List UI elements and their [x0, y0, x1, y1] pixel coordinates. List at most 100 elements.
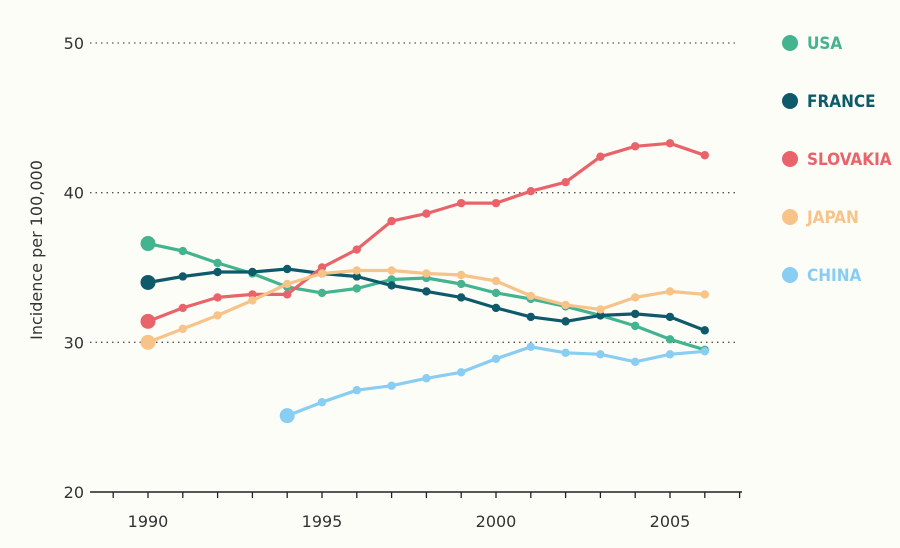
data-point-china-2002	[561, 348, 570, 358]
data-point-china-2005	[665, 350, 675, 359]
data-point-slovakia-1991	[178, 303, 187, 313]
x-tick-label-1995: 1995	[302, 512, 343, 531]
data-point-usa-1991	[178, 246, 187, 256]
legend-label-japan: JAPAN	[806, 208, 859, 228]
data-point-slovakia-1993	[248, 290, 257, 299]
data-point-usa-1997	[387, 275, 396, 284]
data-point-usa-2005	[665, 335, 675, 344]
legend-swatch-france	[782, 93, 798, 109]
legend-swatch-japan	[782, 209, 798, 225]
data-point-japan-2002	[561, 300, 570, 310]
data-point-japan-2004	[631, 293, 640, 302]
legend-swatch-china	[782, 267, 798, 283]
data-point-slovakia-2003	[596, 152, 605, 161]
data-point-china-1994	[279, 408, 295, 424]
legend-label-france: FRANCE	[807, 92, 876, 112]
data-point-japan-1991	[178, 324, 187, 334]
data-point-usa-1992	[213, 258, 222, 268]
data-point-france-1993	[248, 267, 257, 277]
data-point-china-1996	[352, 386, 361, 395]
series-china	[279, 342, 709, 424]
legend-item-usa: USA	[782, 34, 842, 54]
data-point-japan-2001	[526, 291, 535, 301]
data-point-france-1991	[178, 272, 187, 281]
data-point-japan-1993	[248, 296, 257, 305]
x-tick-label-2005: 2005	[650, 512, 691, 531]
data-point-china-1998	[422, 374, 431, 383]
x-tick-label-2000: 2000	[476, 512, 517, 531]
data-point-usa-1995	[317, 288, 327, 298]
data-point-france-2006	[700, 326, 709, 335]
data-point-china-2006	[700, 347, 709, 356]
data-point-slovakia-2004	[631, 142, 640, 151]
series-slovakia	[140, 139, 709, 329]
x-tick-label-1990: 1990	[128, 512, 169, 531]
y-tick-label-40: 40	[64, 184, 84, 203]
y-tick-label-30: 30	[64, 333, 84, 352]
data-point-slovakia-2005	[665, 139, 675, 148]
data-point-usa-1999	[457, 279, 466, 289]
data-point-usa-2000	[491, 288, 501, 298]
y-tick-label-50: 50	[64, 34, 84, 53]
data-point-france-2001	[526, 312, 535, 322]
data-point-france-2004	[631, 309, 640, 319]
data-point-slovakia-1998	[422, 209, 431, 218]
data-point-slovakia-1994	[283, 290, 292, 299]
data-point-japan-1994	[283, 279, 292, 289]
legend-item-china: CHINA	[782, 266, 862, 286]
data-point-japan-2003	[596, 305, 605, 314]
legend-item-france: FRANCE	[782, 92, 876, 112]
series-japan	[140, 266, 709, 350]
data-point-france-2005	[665, 312, 675, 322]
legend-swatch-slovakia	[782, 151, 798, 167]
data-point-usa-2004	[631, 321, 640, 331]
data-point-france-2002	[561, 317, 570, 326]
y-axis-label: Incidence per 100,000	[27, 160, 46, 340]
legend-label-china: CHINA	[807, 266, 862, 286]
series-lines	[140, 139, 709, 424]
data-point-japan-2005	[665, 287, 675, 296]
legend-label-usa: USA	[807, 34, 842, 54]
data-point-usa-1996	[352, 284, 361, 293]
data-point-china-1999	[457, 368, 466, 377]
data-point-france-1999	[457, 293, 466, 302]
data-point-japan-1999	[457, 270, 466, 280]
grid-lines	[90, 42, 737, 343]
data-point-china-2003	[596, 350, 605, 359]
legend-item-japan: JAPAN	[782, 208, 859, 228]
data-point-france-1996	[352, 272, 361, 281]
x-axis	[90, 491, 742, 498]
data-point-japan-1990	[140, 334, 156, 350]
data-point-france-1994	[283, 264, 292, 274]
data-point-france-1997	[387, 281, 396, 290]
data-point-slovakia-1990	[140, 313, 156, 329]
data-point-france-2003	[596, 311, 605, 320]
data-point-usa-1990	[140, 236, 156, 252]
data-point-japan-2006	[700, 290, 709, 299]
data-point-slovakia-1999	[457, 198, 466, 208]
data-point-france-2000	[491, 303, 501, 313]
data-point-france-1992	[213, 267, 222, 277]
legend: USA FRANCE SLOVAKIA JAPAN CHINA	[782, 34, 892, 286]
data-point-slovakia-1996	[352, 245, 361, 254]
data-point-japan-1992	[213, 311, 222, 320]
data-point-japan-1997	[387, 266, 396, 275]
data-point-slovakia-2001	[526, 186, 535, 196]
data-point-japan-2000	[491, 276, 501, 286]
legend-swatch-usa	[782, 35, 798, 51]
y-tick-labels: 20 30 40 50	[64, 34, 84, 502]
x-tick-labels: 1990 1995 2000 2005	[128, 512, 691, 531]
data-point-china-1997	[387, 381, 396, 390]
data-point-slovakia-1992	[213, 293, 222, 302]
data-point-slovakia-2002	[561, 177, 570, 187]
data-point-china-2001	[526, 342, 535, 352]
data-point-china-2004	[631, 357, 640, 366]
data-point-slovakia-2000	[491, 198, 501, 208]
data-point-slovakia-1995	[317, 263, 327, 272]
data-point-france-1998	[422, 287, 431, 296]
data-point-slovakia-2006	[700, 151, 709, 160]
data-point-japan-1996	[352, 266, 361, 275]
y-tick-label-20: 20	[64, 483, 84, 502]
data-point-china-1995	[317, 398, 327, 407]
